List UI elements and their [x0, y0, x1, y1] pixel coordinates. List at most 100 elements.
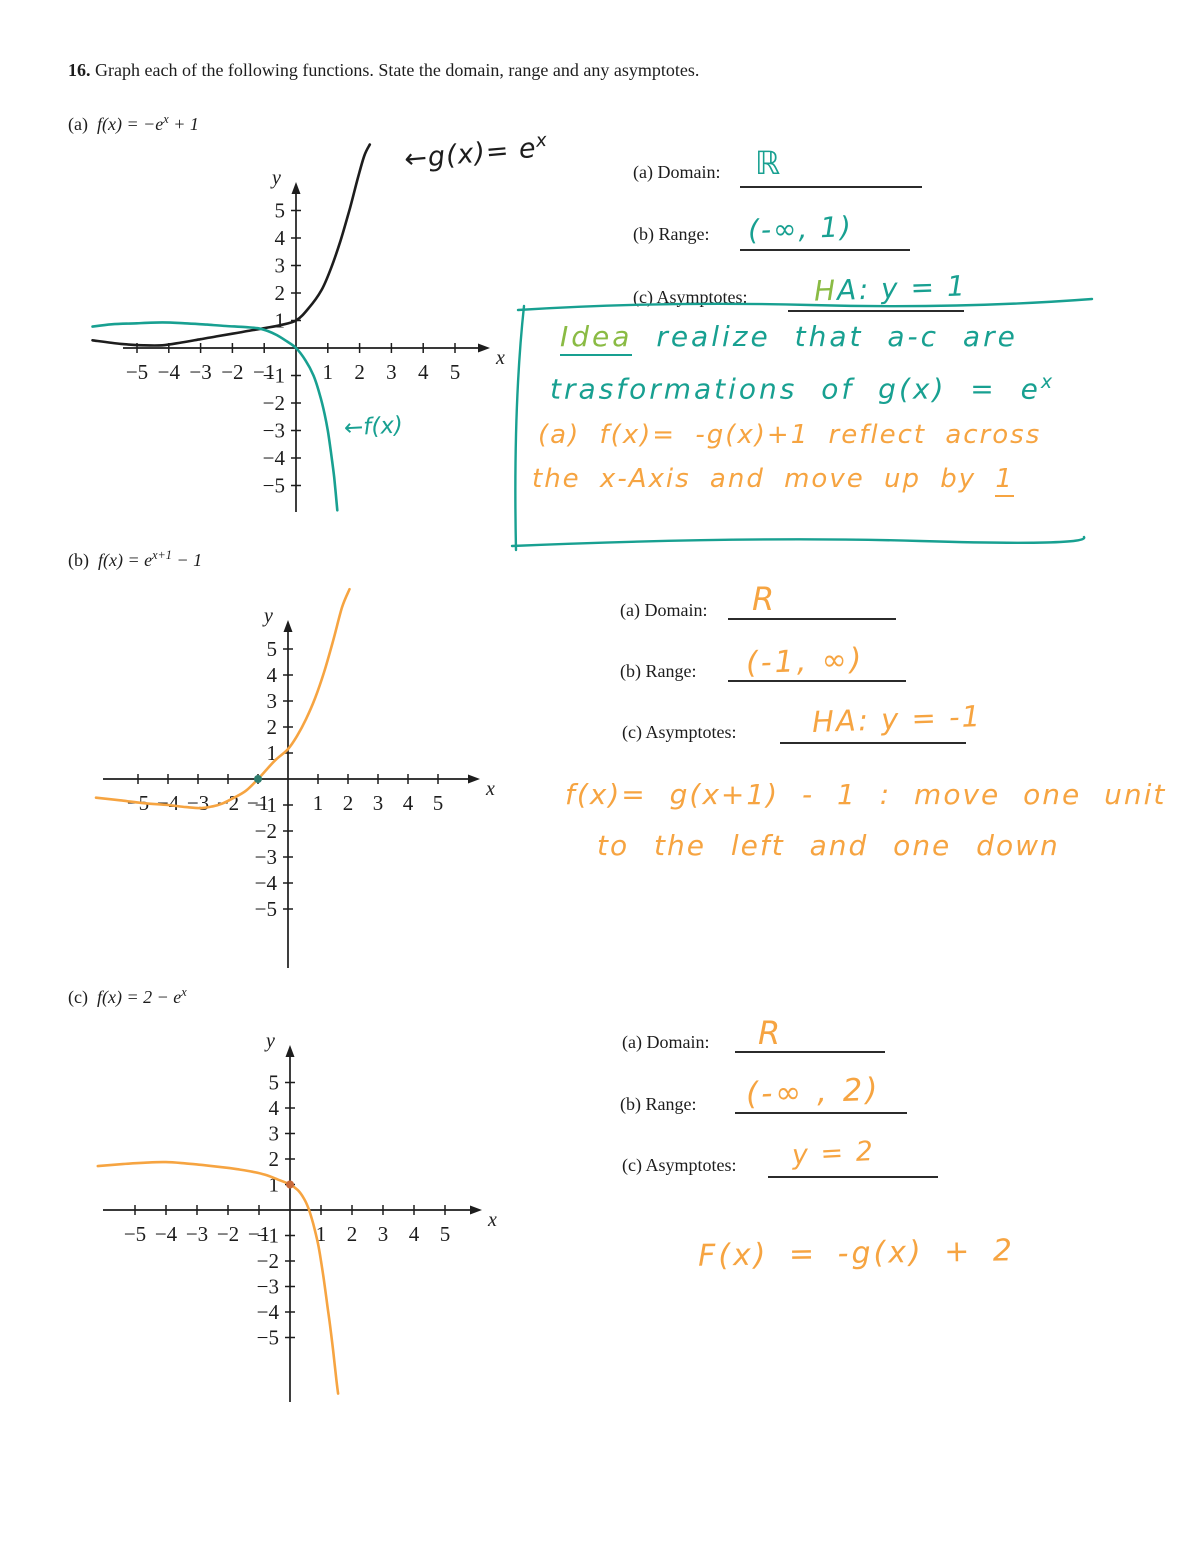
y-tick-label: −1 — [255, 793, 277, 817]
c-domain-label: (a) Domain: — [622, 1032, 710, 1052]
heading-b-label: (b) — [68, 550, 89, 570]
y-tick-label: −3 — [255, 845, 277, 869]
x-axis-label: x — [485, 778, 495, 800]
y-tick-label: 5 — [269, 1071, 280, 1095]
a-domain-value: ℝ — [755, 144, 781, 182]
x-tick-label: 1 — [316, 1222, 327, 1246]
x-tick-label: 5 — [450, 360, 461, 384]
x-tick-label: −1 — [247, 791, 269, 815]
b-domain-value: R — [752, 580, 775, 618]
y-tick-label: −1 — [257, 1224, 279, 1248]
y-tick-label: 3 — [269, 1122, 280, 1146]
x-tick-label: −5 — [126, 360, 148, 384]
x-tick-label: −2 — [217, 1222, 239, 1246]
y-tick-label: 2 — [275, 281, 286, 305]
x-tick-label: −2 — [221, 360, 243, 384]
c-asymptotes-answer-line — [768, 1176, 938, 1178]
curve-f — [96, 1160, 340, 1395]
y-tick-label: −2 — [263, 391, 285, 415]
x-tick-label: 5 — [433, 791, 444, 815]
y-tick-label: 4 — [267, 663, 278, 687]
x-tick-label: −4 — [157, 791, 180, 815]
point-marker — [254, 775, 262, 783]
b-asymptotes-answer-line — [780, 742, 966, 744]
y-tick-label: −4 — [257, 1300, 280, 1324]
heading-a-formula: f(x) = −ex + 1 — [96, 112, 199, 134]
c-range-value: (-∞ , 2) — [745, 1071, 882, 1113]
y-axis-label: y — [270, 167, 281, 189]
x-axis-arrow — [468, 774, 480, 784]
curve-g — [91, 143, 372, 347]
y-tick-label: −5 — [255, 897, 277, 921]
y-tick-label: −5 — [263, 474, 285, 498]
problem-number: 16. — [68, 60, 91, 80]
x-axis-label: x — [487, 1209, 497, 1231]
x-tick-label: −5 — [124, 1222, 146, 1246]
y-axis-label: y — [264, 1030, 275, 1052]
point-marker — [286, 1180, 294, 1189]
x-tick-label: 4 — [418, 360, 429, 384]
b-domain-answer-line — [728, 618, 896, 620]
y-axis-arrow — [291, 182, 301, 194]
a-range-answer-line — [740, 249, 910, 251]
note-box-border — [510, 297, 1094, 552]
b-range-value: (-1, ∞) — [745, 641, 865, 682]
curve-f — [91, 321, 339, 512]
y-tick-label: −2 — [257, 1249, 279, 1273]
x-tick-label: 1 — [323, 360, 334, 384]
b-asymptotes-label: (c) Asymptotes: — [622, 722, 737, 742]
heading-b-formula: f(x) = ex+1 − 1 — [98, 548, 203, 570]
x-tick-label: −3 — [186, 1222, 208, 1246]
b-range-answer-line — [728, 680, 906, 682]
note-a-line2: trasformations of g(x) = ex — [550, 371, 1056, 406]
curve-f — [94, 587, 351, 810]
b-domain-label: (a) Domain: — [620, 600, 708, 620]
problem-title-text: Graph each of the following functions. S… — [90, 60, 700, 80]
x-axis-arrow — [478, 343, 490, 353]
y-tick-label: 3 — [267, 689, 278, 713]
y-tick-label: −5 — [257, 1326, 279, 1350]
x-tick-label: 2 — [343, 791, 354, 815]
y-axis-arrow — [285, 1045, 295, 1057]
c-domain-answer-line — [735, 1051, 885, 1053]
y-tick-label: −1 — [263, 364, 285, 388]
b-asymptotes-value: HA: y = -1 — [811, 699, 983, 739]
x-tick-label: −1 — [248, 1222, 270, 1246]
x-tick-label: 3 — [378, 1222, 389, 1246]
note-a-line4: the x-Axis and move up by 1 — [532, 464, 1014, 497]
x-axis-arrow — [470, 1205, 482, 1215]
y-tick-label: 1 — [275, 309, 286, 333]
c-range-label: (b) Range: — [620, 1094, 697, 1114]
c-domain-value: R — [758, 1014, 781, 1052]
c-range-answer-line — [735, 1112, 907, 1114]
x-tick-label: 2 — [354, 360, 365, 384]
x-tick-label: 5 — [440, 1222, 451, 1246]
y-tick-label: 5 — [267, 637, 278, 661]
a-domain-label: (a) Domain: — [633, 162, 721, 182]
x-tick-label: −4 — [155, 1222, 178, 1246]
x-tick-label: 1 — [313, 791, 324, 815]
y-tick-label: 2 — [267, 715, 278, 739]
y-tick-label: 4 — [269, 1096, 280, 1120]
a-asymptotes-answer-line — [788, 310, 964, 312]
note-box-top-edge — [516, 297, 1094, 312]
y-tick-label: −3 — [257, 1275, 279, 1299]
a-asymptotes-label: (c) Asymptotes: — [633, 287, 748, 307]
x-axis-label: x — [495, 347, 505, 369]
x-tick-label: −1 — [253, 360, 275, 384]
y-tick-label: 1 — [269, 1173, 280, 1197]
note-box-bottom-edge — [510, 535, 1086, 548]
c-asymptotes-label: (c) Asymptotes: — [622, 1155, 737, 1175]
x-tick-label: −3 — [189, 360, 211, 384]
x-tick-label: 3 — [373, 791, 384, 815]
heading-b: (b) f(x) = ex+1 − 1 — [68, 548, 202, 571]
y-tick-label: −4 — [255, 871, 278, 895]
x-tick-label: −2 — [217, 791, 239, 815]
y-axis-label: y — [262, 605, 273, 627]
heading-c: (c) f(x) = 2 − ex — [68, 985, 187, 1008]
x-tick-label: −4 — [158, 360, 181, 384]
